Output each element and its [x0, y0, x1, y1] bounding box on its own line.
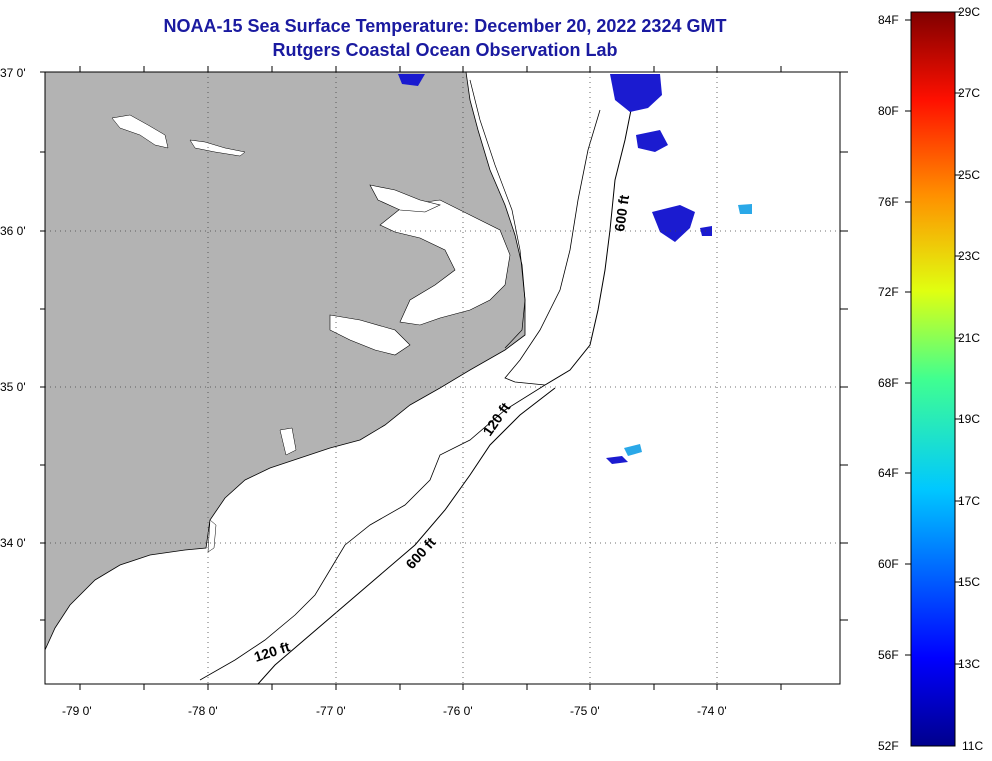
lon-label-76: -76 0' — [443, 704, 473, 718]
colorbar-label-f: 52F — [878, 739, 899, 753]
colorbar-label-c: 15C — [958, 575, 981, 589]
colorbar-label-c: 21C — [958, 331, 981, 345]
colorbar-label-c: 13C — [958, 657, 981, 671]
lat-label-34: 34 0' — [0, 536, 26, 550]
lon-label-77: -77 0' — [316, 704, 346, 718]
pamlico-sound — [379, 199, 511, 326]
colorbar-label-c: 11C — [962, 739, 984, 753]
plot-frame — [44, 71, 841, 685]
colorbar-label-c: 27C — [958, 86, 981, 100]
contour-600ft-north — [544, 104, 633, 386]
colorbar-label-c: 17C — [958, 494, 981, 508]
lon-label-78: -78 0' — [188, 704, 218, 718]
map-subtitle: Rutgers Coastal Ocean Observation Lab — [272, 40, 618, 60]
colorbar — [910, 11, 956, 747]
inland-lake-1 — [111, 114, 169, 149]
colorbar-label-f: 60F — [878, 557, 899, 571]
sst-cool-patches — [624, 204, 752, 456]
colorbar-label-f: 68F — [878, 376, 899, 390]
lon-label-79: -79 0' — [62, 704, 92, 718]
colorbar-label-f: 72F — [878, 285, 899, 299]
colorbar-label-c: 19C — [958, 412, 981, 426]
contour-label-600ft-north: 600 ft — [611, 194, 632, 233]
contour-600ft-south — [257, 387, 556, 684]
albemarle-sound — [369, 184, 441, 213]
lon-label-75: -75 0' — [570, 704, 600, 718]
colorbar-label-f: 80F — [878, 104, 899, 118]
map-title: NOAA-15 Sea Surface Temperature: Decembe… — [163, 16, 727, 36]
graticule — [45, 72, 840, 684]
barrier-islands — [469, 79, 526, 349]
colorbar-label-c: 25C — [958, 168, 981, 182]
lat-label-37: 37 0' — [0, 66, 26, 80]
colorbar-label-f: 76F — [878, 195, 899, 209]
colorbar-label-c: 23C — [958, 249, 981, 263]
lon-label-74: -74 0' — [697, 704, 727, 718]
contour-120ft-north — [504, 109, 601, 386]
contour-120ft-south — [199, 384, 546, 681]
colorbar-label-c: 29C — [958, 5, 981, 19]
new-river — [279, 427, 297, 456]
axis-ticks — [40, 66, 848, 690]
colorbar-label-f: 64F — [878, 466, 899, 480]
lat-label-35: 35 0' — [0, 380, 26, 394]
neuse-river — [329, 314, 411, 356]
lat-label-36: 36 0' — [0, 224, 26, 238]
colorbar-label-f: 56F — [878, 648, 899, 662]
sst-cold-patches — [398, 74, 712, 464]
colorbar-label-f: 84F — [878, 13, 899, 27]
cape-fear-river — [207, 519, 217, 553]
colorbar-ticks — [905, 11, 961, 665]
